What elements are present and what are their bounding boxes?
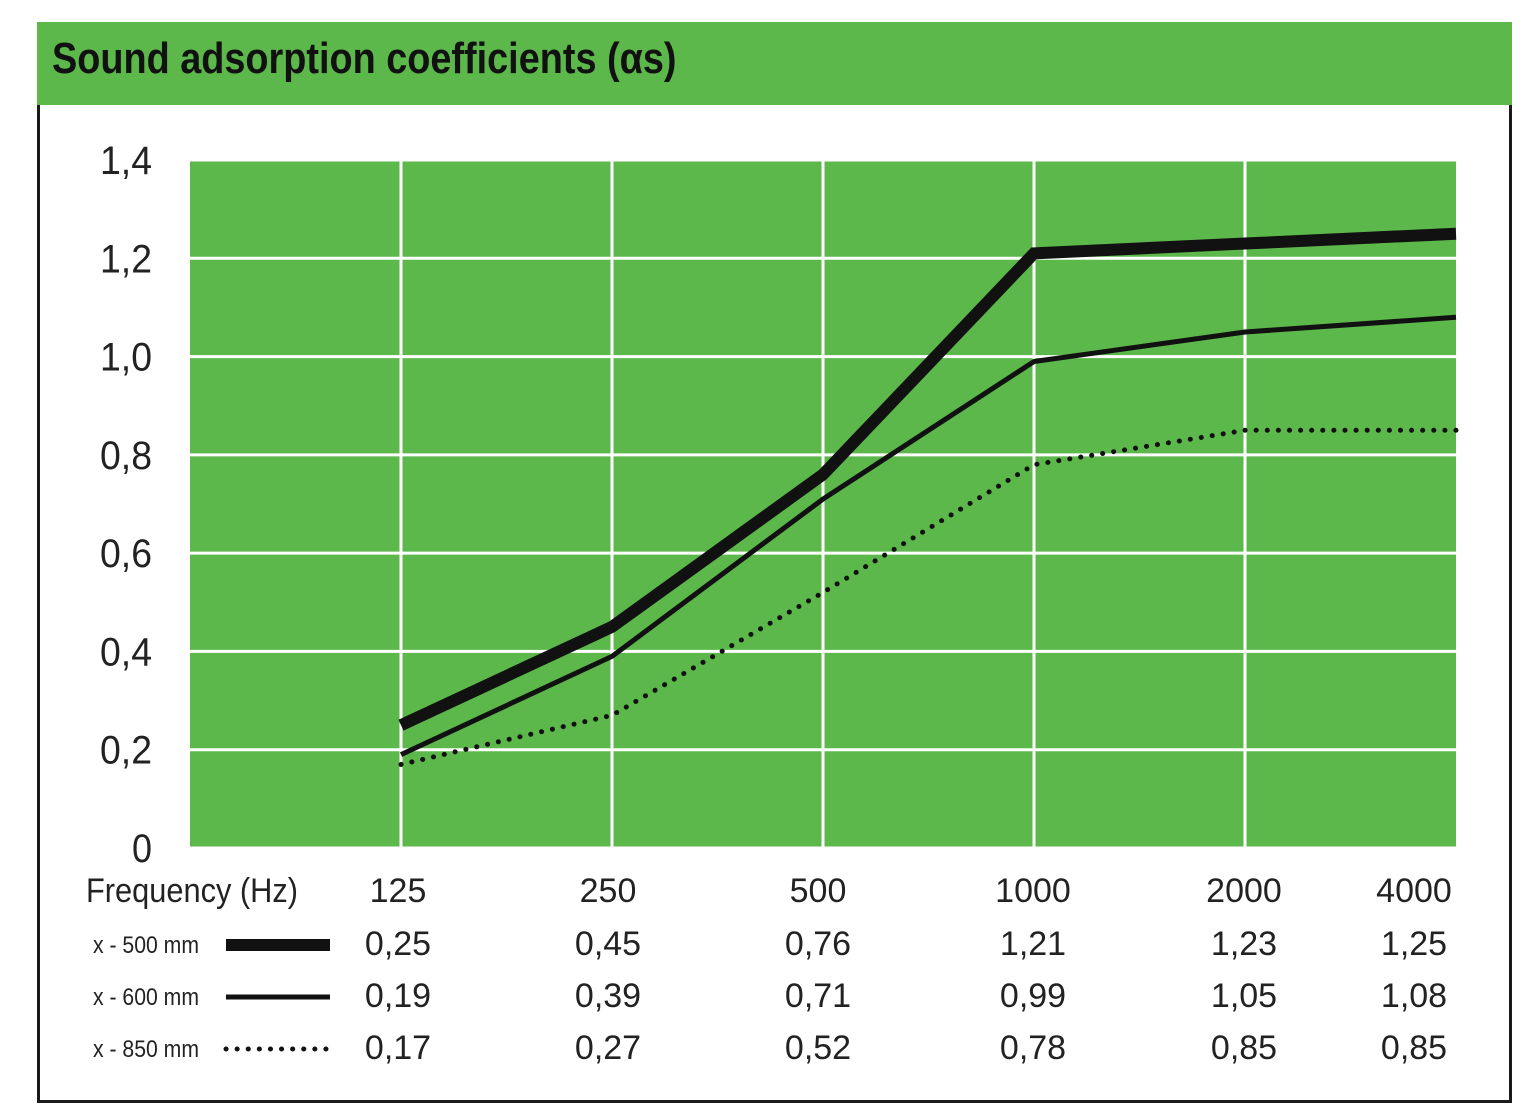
y-tick-label: 0,4 (100, 630, 152, 674)
y-tick-label: 1,2 (100, 237, 152, 281)
y-tick-label: 0 (132, 827, 152, 871)
legend-label: x - 850 mm (93, 1036, 199, 1063)
y-tick-label: 1,4 (100, 139, 152, 183)
data-label: 0,52 (785, 1029, 851, 1067)
x-tick-label: 250 (580, 872, 637, 910)
y-axis-ticks: 0 0,2 0,4 0,6 0,8 1,0 1,2 1,4 (100, 139, 152, 871)
series-lines (398, 227, 1459, 767)
x-tick-label: 1000 (995, 872, 1071, 910)
data-label: 1,08 (1381, 977, 1447, 1015)
x-tick-label: 2000 (1206, 872, 1282, 910)
data-label: 0,76 (785, 925, 851, 963)
data-table: Frequency (Hz) 125 250 500 1000 2000 4000 x - 5… (86, 872, 1452, 1067)
data-label: 1,05 (1211, 977, 1277, 1015)
data-label: 0,17 (365, 1029, 431, 1067)
series-line-x-850-mm (398, 427, 1459, 767)
data-label: 1,21 (1000, 925, 1066, 963)
series-line-x-600-mm (399, 314, 1457, 757)
y-tick-label: 0,2 (100, 729, 152, 773)
grid-lines (190, 158, 1456, 850)
data-label: 0,25 (365, 925, 431, 963)
y-tick-label: 0,6 (100, 532, 152, 576)
data-label: 0,78 (1000, 1029, 1066, 1067)
legend-label: x - 600 mm (93, 984, 199, 1011)
data-label: 0,85 (1211, 1029, 1277, 1067)
x-tick-label: 500 (790, 872, 847, 910)
legend-label: x - 500 mm (93, 932, 199, 959)
data-label: 0,19 (365, 977, 431, 1015)
data-label: 0,27 (575, 1029, 641, 1067)
data-label: 0,39 (575, 977, 641, 1015)
data-label: 0,45 (575, 925, 641, 963)
data-label: 1,23 (1211, 925, 1277, 963)
data-label: 0,99 (1000, 977, 1066, 1015)
chart-title: Sound adsorption coefficients (αs) (52, 34, 677, 83)
y-tick-label: 0,8 (100, 434, 152, 478)
x-axis-label: Frequency (Hz) (86, 872, 298, 910)
title-banner (37, 22, 1512, 105)
x-tick-label: 4000 (1376, 872, 1452, 910)
y-tick-label: 1,0 (100, 336, 152, 380)
data-label: 0,85 (1381, 1029, 1447, 1067)
data-label: 1,25 (1381, 925, 1447, 963)
series-line-x-500-mm (398, 227, 1457, 731)
data-label: 0,71 (785, 977, 851, 1015)
x-tick-label: 125 (370, 872, 427, 910)
